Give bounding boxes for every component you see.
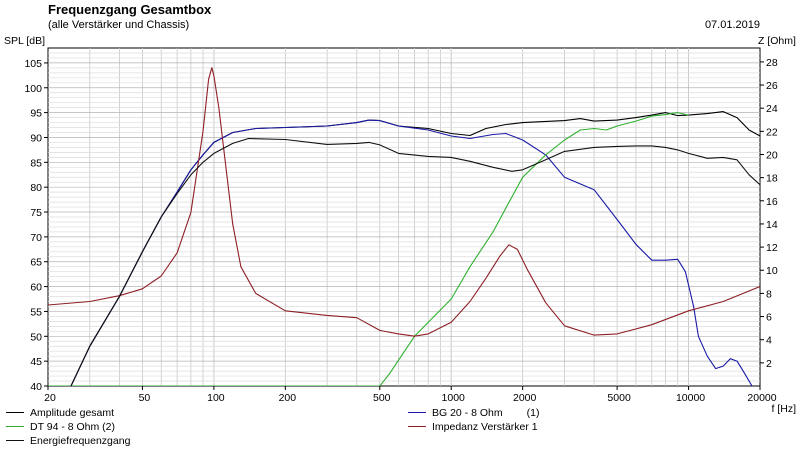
chart-subtitle: (alle Verstärker und Chassis) — [48, 19, 190, 31]
y-right-tick-label: 18 — [766, 173, 778, 185]
y-right-tick-label: 22 — [766, 126, 778, 138]
x-tick-label: 200 — [279, 392, 297, 404]
legend-swatch — [6, 412, 24, 413]
legend-item: Amplitude gesamt — [6, 406, 114, 419]
y-left-tick-label: 50 — [30, 331, 42, 343]
x-tick-label: 1000 — [442, 392, 466, 404]
legend-item: Energiefrequenzgang — [6, 434, 130, 447]
y-left-tick-label: 55 — [30, 306, 42, 318]
y-left-tick-label: 80 — [30, 182, 42, 194]
y-left-tick-label: 100 — [24, 83, 42, 95]
y-left-tick-label: 65 — [30, 257, 42, 269]
x-tick-label: 500 — [373, 392, 391, 404]
legend-swatch — [6, 426, 24, 427]
chart-date: 07.01.2019 — [704, 19, 760, 31]
y-right-tick-label: 16 — [766, 196, 778, 208]
x-tick-label: 10000 — [676, 392, 705, 404]
y-left-tick-label: 70 — [30, 232, 42, 244]
y-right-tick-label: 26 — [766, 80, 778, 92]
series-line-2 — [70, 119, 753, 386]
legend-label: Amplitude gesamt — [30, 406, 115, 419]
legend-item: BG 20 - 8 Ohm (1) — [408, 406, 539, 419]
x-tick-label: 20000 — [747, 392, 776, 404]
legend-item: DT 94 - 8 Ohm (2) — [6, 420, 115, 433]
y-right-tick-label: 2 — [766, 358, 772, 370]
legend-swatch — [408, 412, 426, 413]
y-left-tick-label: 45 — [30, 356, 42, 368]
legend-label: Impedanz Verstärker 1 — [432, 420, 538, 433]
y-left-tick-label: 85 — [30, 157, 42, 169]
y-right-tick-label: 10 — [766, 265, 778, 277]
y-right-tick-label: 6 — [766, 312, 772, 324]
x-tick-label: 100 — [207, 392, 225, 404]
legend-label: BG 20 - 8 Ohm — [432, 406, 503, 419]
series-line-3 — [48, 112, 689, 386]
x-tick-label: 2000 — [513, 392, 537, 404]
legend-label: Energiefrequenzgang — [30, 434, 131, 447]
y-left-tick-label: 90 — [30, 132, 42, 144]
x-axis-label: f [Hz] — [771, 403, 796, 415]
legend-item: Impedanz Verstärker 1 — [408, 420, 538, 433]
y-left-tick-label: 60 — [30, 282, 42, 294]
series-line-5 — [70, 137, 760, 386]
legend-label: DT 94 - 8 Ohm (2) — [30, 420, 115, 433]
y-right-tick-label: 14 — [766, 219, 778, 231]
y-left-tick-label: 40 — [30, 381, 42, 393]
y-right-tick-label: 8 — [766, 288, 772, 300]
y-right-tick-label: 28 — [766, 57, 778, 69]
y-right-tick-label: 24 — [766, 103, 778, 115]
legend-swatch — [6, 440, 24, 441]
chart-title: Frequenzgang Gesamtbox — [48, 2, 212, 17]
y-right-tick-label: 20 — [766, 149, 778, 161]
x-tick-label: 50 — [139, 392, 151, 404]
y-right-axis-label: Z [Ohm] — [758, 35, 796, 47]
y-right-tick-label: 4 — [766, 335, 772, 347]
series-line-4 — [48, 67, 760, 337]
y-left-axis-label: SPL [dB] — [4, 35, 45, 47]
x-tick-label: 20 — [44, 392, 56, 404]
legend-tag: (1) — [526, 406, 540, 419]
x-tick-label: 5000 — [607, 392, 631, 404]
y-left-tick-label: 95 — [30, 108, 42, 120]
y-left-tick-label: 105 — [24, 58, 42, 70]
legend-swatch — [408, 426, 426, 427]
y-left-tick-label: 75 — [30, 207, 42, 219]
y-right-tick-label: 12 — [766, 242, 778, 254]
